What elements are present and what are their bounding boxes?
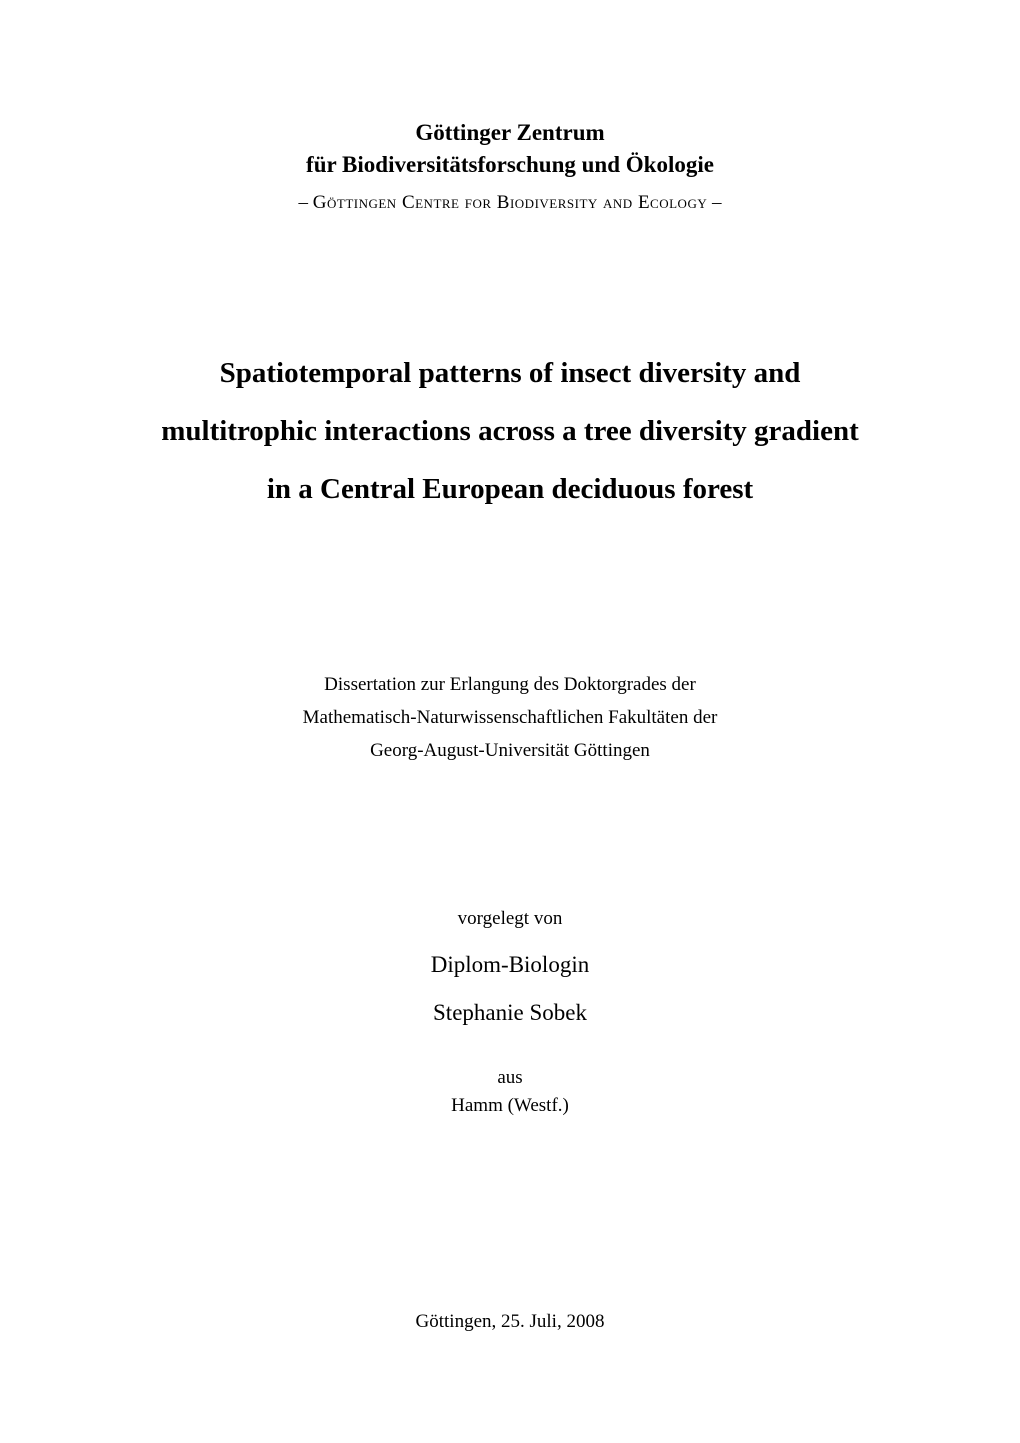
dissertation-line2: Mathematisch-Naturwissenschaftlichen Fak… <box>120 701 900 734</box>
institution-english-name: Göttingen Centre for Biodiversity and Ec… <box>313 192 707 213</box>
dissertation-line3: Georg-August-Universität Göttingen <box>120 734 900 767</box>
title-line2: multitrophic interactions across a tree … <box>120 402 900 460</box>
title-line3: in a Central European deciduous forest <box>120 460 900 518</box>
title-page: Göttinger Zentrum für Biodiversitätsfors… <box>0 0 1020 1443</box>
from-label: aus <box>120 1064 900 1093</box>
author-origin: aus Hamm (Westf.) <box>120 1064 900 1121</box>
institution-dash-left: – <box>299 192 313 213</box>
dissertation-statement: Dissertation zur Erlangung des Doktorgra… <box>120 668 900 768</box>
institution-line1: Göttinger Zentrum <box>120 118 900 148</box>
institution-subtitle: – Göttingen Centre for Biodiversity and … <box>120 192 900 214</box>
title-line1: Spatiotemporal patterns of insect divers… <box>120 344 900 402</box>
from-place: Hamm (Westf.) <box>120 1092 900 1121</box>
institution-line2: für Biodiversitätsforschung und Ökologie <box>120 150 900 180</box>
institution-dash-right: – <box>707 192 721 213</box>
dissertation-title: Spatiotemporal patterns of insect divers… <box>120 344 900 518</box>
dissertation-line1: Dissertation zur Erlangung des Doktorgra… <box>120 668 900 701</box>
author-degree: Diplom-Biologin <box>120 952 900 978</box>
place-date: Göttingen, 25. Juli, 2008 <box>120 1311 900 1333</box>
author-name: Stephanie Sobek <box>120 1000 900 1026</box>
presented-by-label: vorgelegt von <box>120 908 900 930</box>
